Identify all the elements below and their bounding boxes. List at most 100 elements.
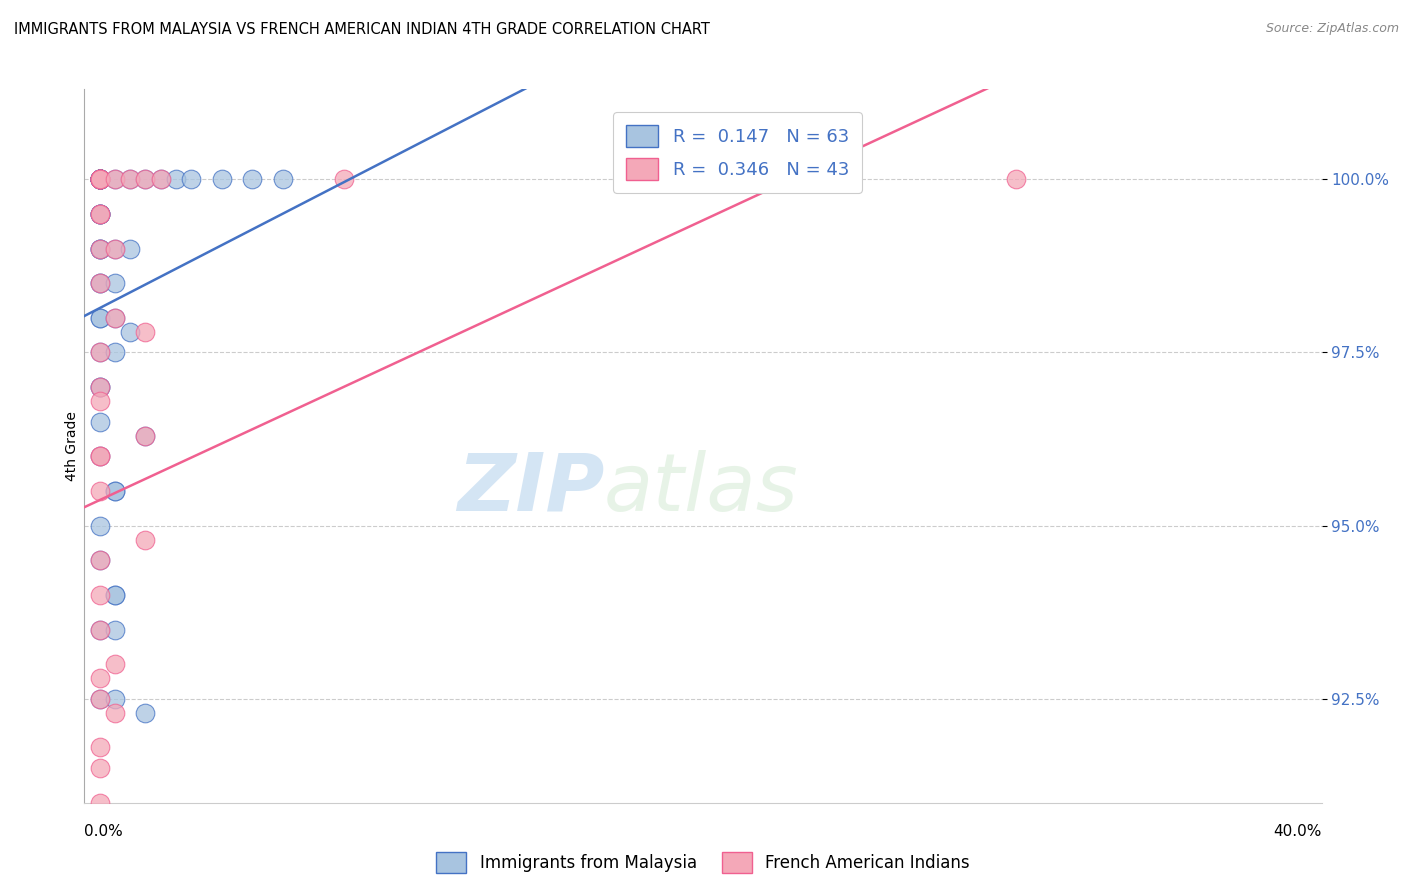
Point	[104, 345, 127, 359]
Point	[89, 310, 111, 325]
Point	[104, 657, 127, 672]
Point	[89, 242, 111, 256]
Point	[271, 172, 294, 186]
Point	[89, 172, 111, 186]
Point	[89, 345, 111, 359]
Point	[89, 553, 111, 567]
Point	[333, 172, 356, 186]
Point	[89, 740, 111, 755]
Point	[149, 172, 172, 186]
Point	[89, 865, 111, 880]
Point	[89, 345, 111, 359]
Point	[89, 207, 111, 221]
Point	[89, 394, 111, 409]
Point	[89, 483, 111, 498]
Text: IMMIGRANTS FROM MALAYSIA VS FRENCH AMERICAN INDIAN 4TH GRADE CORRELATION CHART: IMMIGRANTS FROM MALAYSIA VS FRENCH AMERI…	[14, 22, 710, 37]
Point	[165, 172, 187, 186]
Point	[104, 623, 127, 637]
Point	[89, 310, 111, 325]
Point	[149, 172, 172, 186]
Point	[89, 172, 111, 186]
Point	[89, 671, 111, 685]
Point	[104, 172, 127, 186]
Point	[89, 380, 111, 394]
Point	[89, 691, 111, 706]
Point	[89, 207, 111, 221]
Point	[104, 706, 127, 720]
Text: atlas: atlas	[605, 450, 799, 528]
Point	[89, 623, 111, 637]
Point	[104, 588, 127, 602]
Point	[89, 172, 111, 186]
Point	[120, 325, 142, 339]
Point	[89, 172, 111, 186]
Y-axis label: 4th Grade: 4th Grade	[65, 411, 79, 481]
Point	[89, 172, 111, 186]
Point	[89, 172, 111, 186]
Point	[89, 588, 111, 602]
Point	[89, 172, 111, 186]
Point	[89, 172, 111, 186]
Point	[89, 172, 111, 186]
Point	[242, 172, 264, 186]
Point	[104, 242, 127, 256]
Point	[89, 276, 111, 290]
Point	[89, 242, 111, 256]
Point	[104, 483, 127, 498]
Point	[89, 691, 111, 706]
Point	[89, 380, 111, 394]
Point	[89, 172, 111, 186]
Point	[89, 172, 111, 186]
Point	[89, 276, 111, 290]
Point	[180, 172, 202, 186]
Point	[134, 428, 156, 442]
Point	[89, 172, 111, 186]
Point	[89, 172, 111, 186]
Point	[89, 276, 111, 290]
Point	[89, 172, 111, 186]
Point	[134, 172, 156, 186]
Point	[120, 172, 142, 186]
Point	[104, 242, 127, 256]
Point	[104, 310, 127, 325]
Point	[104, 276, 127, 290]
Point	[104, 310, 127, 325]
Point	[89, 553, 111, 567]
Point	[89, 415, 111, 429]
Point	[134, 428, 156, 442]
Point	[89, 242, 111, 256]
Point	[89, 450, 111, 464]
Point	[120, 242, 142, 256]
Point	[89, 518, 111, 533]
Point	[104, 691, 127, 706]
Point	[89, 761, 111, 775]
Point	[89, 172, 111, 186]
Text: Source: ZipAtlas.com: Source: ZipAtlas.com	[1265, 22, 1399, 36]
Point	[1005, 172, 1028, 186]
Text: 40.0%: 40.0%	[1274, 823, 1322, 838]
Point	[104, 588, 127, 602]
Point	[89, 830, 111, 845]
Point	[89, 796, 111, 810]
Legend: Immigrants from Malaysia, French American Indians: Immigrants from Malaysia, French America…	[430, 846, 976, 880]
Point	[89, 207, 111, 221]
Point	[89, 172, 111, 186]
Point	[89, 172, 111, 186]
Point	[89, 450, 111, 464]
Point	[104, 483, 127, 498]
Point	[89, 380, 111, 394]
Point	[89, 242, 111, 256]
Point	[89, 172, 111, 186]
Point	[89, 172, 111, 186]
Point	[134, 172, 156, 186]
Point	[134, 533, 156, 547]
Point	[134, 325, 156, 339]
Point	[89, 172, 111, 186]
Point	[211, 172, 233, 186]
Text: 0.0%: 0.0%	[84, 823, 124, 838]
Point	[120, 172, 142, 186]
Point	[89, 172, 111, 186]
Point	[89, 172, 111, 186]
Text: ZIP: ZIP	[457, 450, 605, 528]
Point	[89, 450, 111, 464]
